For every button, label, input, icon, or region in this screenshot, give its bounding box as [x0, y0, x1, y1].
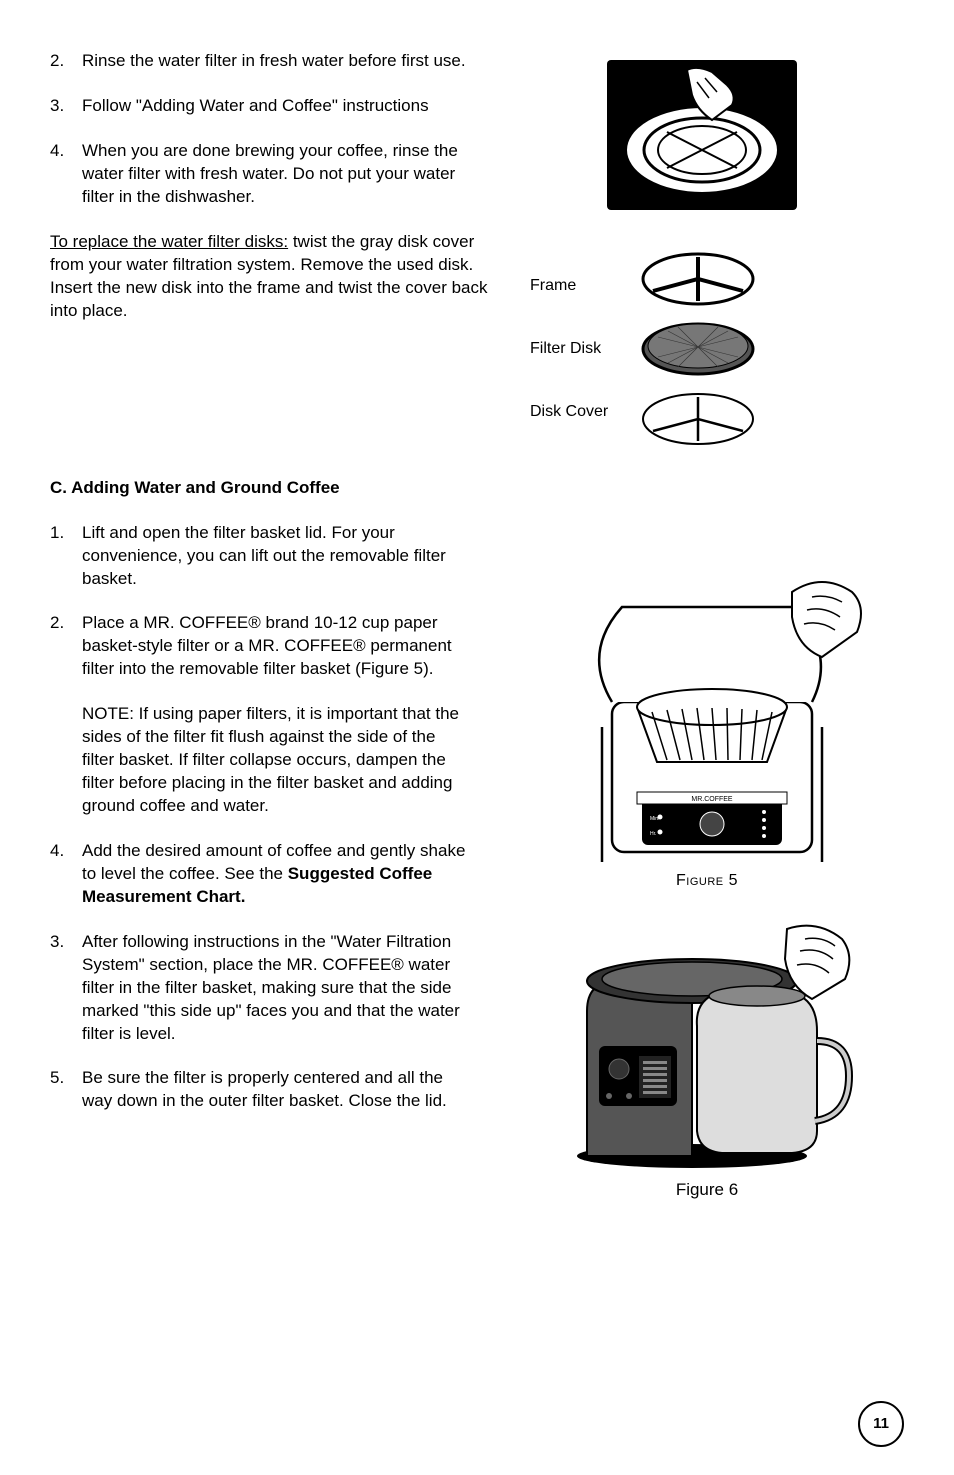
item-text: When you are done brewing your coffee, r…	[82, 140, 480, 209]
item-number: 3.	[50, 95, 82, 118]
list-item: 4. Add the desired amount of coffee and …	[50, 840, 470, 909]
section-c-list-cont: 4. Add the desired amount of coffee and …	[50, 840, 470, 1113]
label-filter-disk: Filter Disk	[530, 338, 608, 360]
list-item: 2. Rinse the water filter in fresh water…	[50, 50, 480, 73]
replace-lead: To replace the water filter disks:	[50, 232, 288, 251]
figure-5-illustration: MR.COFFEE Min. Hr.	[510, 562, 904, 862]
item-text: Lift and open the filter basket lid. For…	[82, 522, 470, 591]
item-text: Add the desired amount of coffee and gen…	[82, 840, 470, 909]
page-number: 11	[858, 1401, 904, 1447]
item-text: Rinse the water filter in fresh water be…	[82, 50, 480, 73]
section-c-heading: C. Adding Water and Ground Coffee	[50, 477, 904, 500]
svg-text:MR.COFFEE: MR.COFFEE	[691, 796, 733, 803]
list-item: 1. Lift and open the filter basket lid. …	[50, 522, 470, 591]
item-text: Place a MR. COFFEE® brand 10-12 cup pape…	[82, 612, 470, 681]
figure-5-caption: Figure 5	[510, 870, 904, 892]
item-number: 2.	[50, 50, 82, 73]
item-number: 4.	[50, 140, 82, 209]
figure-6-caption: Figure 6	[510, 1179, 904, 1202]
note-paragraph: NOTE: If using paper filters, it is impo…	[50, 703, 470, 818]
list-item: 4. When you are done brewing your coffee…	[50, 140, 480, 209]
item-number: 2.	[50, 612, 82, 681]
list-item: 2. Place a MR. COFFEE® brand 10-12 cup p…	[50, 612, 470, 681]
filter-parts-diagram: Frame Filter Disk Disk Cover	[530, 249, 904, 449]
top-instruction-list: 2. Rinse the water filter in fresh water…	[50, 50, 480, 209]
item-number: 1.	[50, 522, 82, 591]
list-item: 3. After following instructions in the "…	[50, 931, 470, 1046]
item-number: 5.	[50, 1067, 82, 1113]
figure-6-illustration	[510, 921, 904, 1171]
item-number: 4.	[50, 840, 82, 909]
replace-disk-paragraph: To replace the water filter disks: twist…	[50, 231, 510, 323]
label-disk-cover: Disk Cover	[530, 401, 608, 423]
label-frame: Frame	[530, 275, 608, 297]
svg-text:Min.: Min.	[650, 816, 659, 822]
hand-lid-illustration	[500, 50, 904, 220]
list-item: 3. Follow "Adding Water and Coffee" inst…	[50, 95, 480, 118]
section-c-list: 1. Lift and open the filter basket lid. …	[50, 522, 470, 682]
item-text: Follow "Adding Water and Coffee" instruc…	[82, 95, 480, 118]
item-text: Be sure the filter is properly centered …	[82, 1067, 470, 1113]
item-text: After following instructions in the "Wat…	[82, 931, 470, 1046]
list-item: 5. Be sure the filter is properly center…	[50, 1067, 470, 1113]
item-number: 3.	[50, 931, 82, 1046]
svg-text:Hr.: Hr.	[650, 831, 656, 837]
